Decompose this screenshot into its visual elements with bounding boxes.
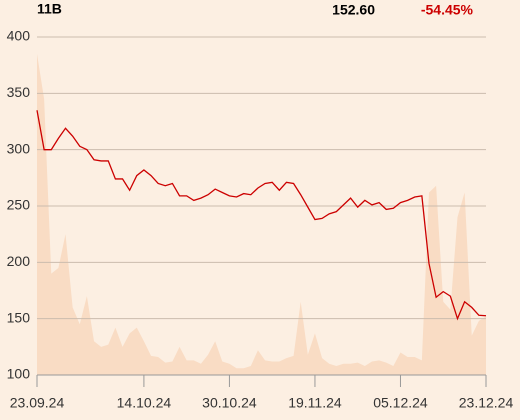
last-price: 152.60 [332,2,375,18]
x-tick-label: 30.10.24 [202,395,257,411]
y-tick-label: 350 [7,84,31,100]
y-tick-label: 100 [7,366,31,382]
x-tick-label: 23.12.24 [459,395,514,411]
y-tick-label: 250 [7,197,31,213]
x-tick-label: 14.10.24 [117,395,172,411]
x-tick-label: 19.11.24 [288,395,342,411]
volume-label: 11B [37,1,62,17]
y-tick-label: 200 [7,253,31,269]
volume-area [37,53,486,376]
y-tick-label: 150 [7,309,31,325]
price-line [36,110,487,321]
y-tick-label: 400 [7,28,31,44]
y-tick-label: 300 [7,140,31,156]
x-tick-label: 23.09.24 [10,395,65,411]
x-tick-label: 05.12.24 [373,395,428,411]
change: -54.45% [421,2,474,18]
